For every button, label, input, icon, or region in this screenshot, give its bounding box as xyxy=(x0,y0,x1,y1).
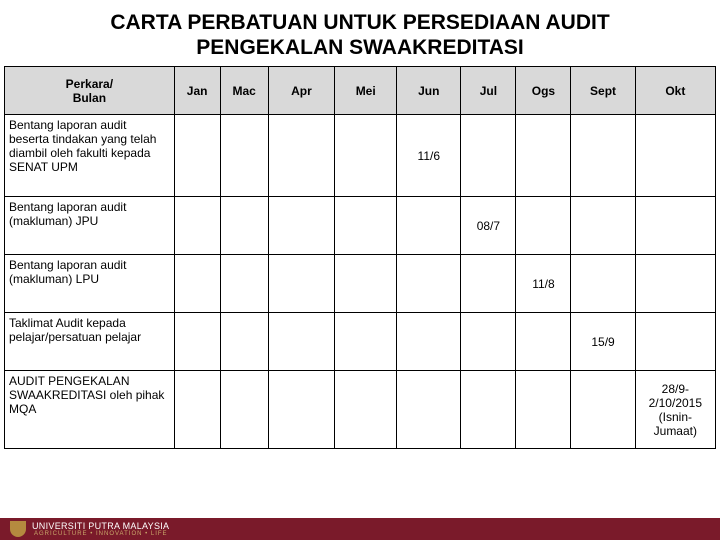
col-jul: Jul xyxy=(461,67,516,115)
cell xyxy=(268,371,335,449)
table-body: Bentang laporan audit beserta tindakan y… xyxy=(5,115,716,449)
cell xyxy=(397,255,461,313)
footer-bar: UNIVERSITI PUTRA MALAYSIA AGRICULTURE • … xyxy=(0,518,720,540)
col-ogs: Ogs xyxy=(516,67,571,115)
cell xyxy=(268,197,335,255)
cell: 28/9-2/10/2015 (Isnin-Jumaat) xyxy=(635,371,715,449)
footer-text-block: UNIVERSITI PUTRA MALAYSIA AGRICULTURE • … xyxy=(32,521,169,537)
cell xyxy=(174,313,220,371)
page-title: CARTA PERBATUAN UNTUK PERSEDIAAN AUDIT P… xyxy=(0,0,720,66)
cell xyxy=(268,313,335,371)
cell xyxy=(461,371,516,449)
col-okt: Okt xyxy=(635,67,715,115)
row-label: Bentang laporan audit beserta tindakan y… xyxy=(5,115,175,197)
col-jan: Jan xyxy=(174,67,220,115)
col-sept: Sept xyxy=(571,67,635,115)
cell xyxy=(461,115,516,197)
cell xyxy=(571,255,635,313)
cell xyxy=(335,313,397,371)
col-mei: Mei xyxy=(335,67,397,115)
cell xyxy=(461,255,516,313)
row-label: Taklimat Audit kepada pelajar/persatuan … xyxy=(5,313,175,371)
cell xyxy=(335,115,397,197)
table-row: Bentang laporan audit (makluman) JPU 08/… xyxy=(5,197,716,255)
cell xyxy=(516,115,571,197)
cell xyxy=(220,255,268,313)
cell xyxy=(174,371,220,449)
table-row: Bentang laporan audit beserta tindakan y… xyxy=(5,115,716,197)
cell xyxy=(397,371,461,449)
cell xyxy=(174,255,220,313)
cell xyxy=(335,255,397,313)
cell xyxy=(220,197,268,255)
cell xyxy=(635,115,715,197)
footer-university: UNIVERSITI PUTRA MALAYSIA xyxy=(32,521,169,531)
cell xyxy=(220,371,268,449)
cell: 08/7 xyxy=(461,197,516,255)
col-mac: Mac xyxy=(220,67,268,115)
cell xyxy=(220,313,268,371)
cell xyxy=(174,115,220,197)
cell xyxy=(571,197,635,255)
cell xyxy=(397,313,461,371)
footer-tagline: AGRICULTURE • INNOVATION • LIFE xyxy=(34,531,169,537)
table-row: AUDIT PENGEKALAN SWAAKREDITASI oleh piha… xyxy=(5,371,716,449)
cell xyxy=(335,197,397,255)
cell xyxy=(461,313,516,371)
table-row: Taklimat Audit kepada pelajar/persatuan … xyxy=(5,313,716,371)
cell: 15/9 xyxy=(571,313,635,371)
cell xyxy=(397,197,461,255)
row-label: AUDIT PENGEKALAN SWAAKREDITASI oleh piha… xyxy=(5,371,175,449)
cell xyxy=(516,313,571,371)
cell xyxy=(335,371,397,449)
col-apr: Apr xyxy=(268,67,335,115)
schedule-table: Perkara/ Bulan Jan Mac Apr Mei Jun Jul O… xyxy=(4,66,716,449)
cell xyxy=(571,371,635,449)
cell xyxy=(268,255,335,313)
cell xyxy=(635,255,715,313)
cell xyxy=(174,197,220,255)
crest-icon xyxy=(10,521,26,537)
cell xyxy=(220,115,268,197)
cell xyxy=(635,313,715,371)
cell xyxy=(635,197,715,255)
cell: 11/8 xyxy=(516,255,571,313)
row-label: Bentang laporan audit (makluman) JPU xyxy=(5,197,175,255)
cell xyxy=(268,115,335,197)
cell xyxy=(516,197,571,255)
cell: 11/6 xyxy=(397,115,461,197)
row-label: Bentang laporan audit (makluman) LPU xyxy=(5,255,175,313)
col-perkara: Perkara/ Bulan xyxy=(5,67,175,115)
schedule-table-wrap: Perkara/ Bulan Jan Mac Apr Mei Jun Jul O… xyxy=(0,66,720,449)
col-jun: Jun xyxy=(397,67,461,115)
cell xyxy=(516,371,571,449)
cell xyxy=(571,115,635,197)
table-row: Bentang laporan audit (makluman) LPU 11/… xyxy=(5,255,716,313)
table-header-row: Perkara/ Bulan Jan Mac Apr Mei Jun Jul O… xyxy=(5,67,716,115)
